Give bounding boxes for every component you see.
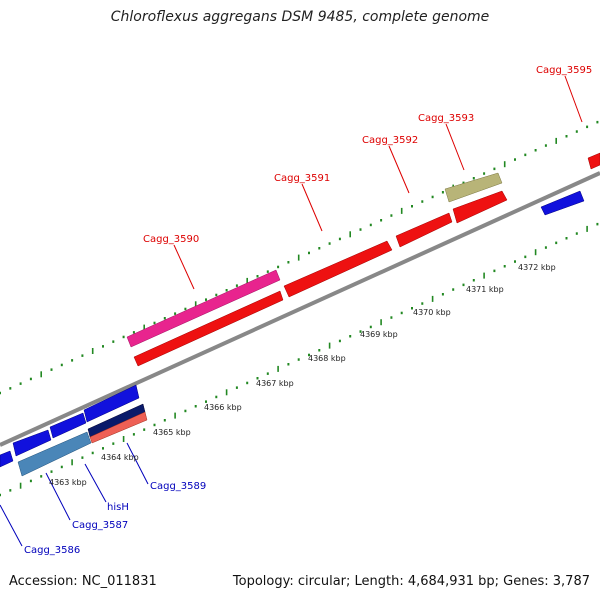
gene-label-cagg-3590[interactable]: Cagg_3590 [143,234,199,245]
accession-text: Accession: NC_011831 [9,574,157,589]
label-leaders [0,75,583,547]
gene-rev-e[interactable] [540,190,585,216]
scale-label: 4364 kbp [101,453,139,462]
gene-cagg-3591[interactable] [283,240,393,298]
scale-label: 4365 kbp [153,428,191,437]
forward-strand [126,152,600,367]
genome-backbone [0,171,600,447]
gene-label-cagg-3589[interactable]: Cagg_3589 [150,481,206,492]
scale-label: 4371 kbp [466,285,504,294]
gene-label-cagg-3586[interactable]: Cagg_3586 [24,545,80,556]
scale-label: 4368 kbp [308,354,346,363]
gene-cagg-3592[interactable] [395,212,453,248]
gene-label-cagg-3587[interactable]: Cagg_3587 [72,520,128,531]
scale-label: 4370 kbp [413,308,451,317]
gene-cagg-3590-highlight[interactable] [126,269,281,348]
map-title: Chloroflexus aggregans DSM 9485, complet… [110,9,490,25]
gene-cagg-3589[interactable] [89,411,148,444]
topology-text: Topology: circular; Length: 4,684,931 bp… [232,574,590,589]
scale-label: 4366 kbp [204,403,242,412]
gene-cagg-3590[interactable] [133,290,284,367]
gene-label-cagg-3593[interactable]: Cagg_3593 [418,113,474,124]
gene-rev-a[interactable] [0,450,14,468]
gene-labels: Cagg_3590 Cagg_3591 Cagg_3592 Cagg_3593 … [24,65,592,556]
gene-label-cagg-3592[interactable]: Cagg_3592 [362,135,418,146]
gene-label-his-h[interactable]: hisH [107,502,129,513]
scale-label: 4363 kbp [49,478,87,487]
gene-cagg-3586[interactable] [17,431,92,477]
gene-cagg-3593-other[interactable] [444,172,503,203]
scale-label: 4367 kbp [256,379,294,388]
gene-rev-c[interactable] [49,412,87,439]
scale-labels: 4363 kbp 4364 kbp 4365 kbp 4366 kbp 4367… [49,263,556,487]
tick-rows [0,120,599,497]
scale-label: 4369 kbp [360,330,398,339]
gene-cagg-3595[interactable] [587,152,600,170]
gene-label-cagg-3591[interactable]: Cagg_3591 [274,173,330,184]
gene-rev-d[interactable] [83,384,140,423]
scale-label: 4372 kbp [518,263,556,272]
gene-rev-b[interactable] [12,429,52,457]
reverse-strand [0,190,585,477]
gene-cagg-3593[interactable] [452,190,508,224]
gene-label-cagg-3595[interactable]: Cagg_3595 [536,65,592,76]
